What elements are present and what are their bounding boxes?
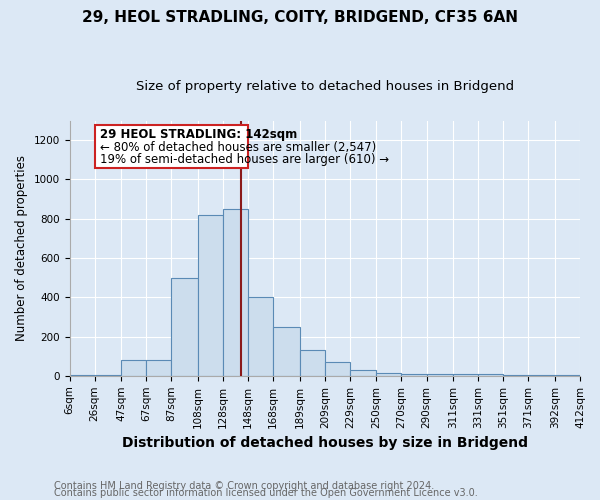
Bar (427, 374, 453, 376)
Bar (453, 374, 478, 376)
Text: Contains HM Land Registry data © Crown copyright and database right 2024.: Contains HM Land Registry data © Crown c… (54, 481, 434, 491)
Bar (299, 350, 325, 376)
Text: 29 HEOL STRADLING: 142sqm: 29 HEOL STRADLING: 142sqm (100, 128, 297, 141)
Bar (198, 215, 223, 376)
Bar (350, 370, 376, 376)
Bar (273, 326, 299, 376)
Bar (555, 375, 580, 376)
Text: Contains public sector information licensed under the Open Government Licence v3: Contains public sector information licen… (54, 488, 478, 498)
Title: Size of property relative to detached houses in Bridgend: Size of property relative to detached ho… (136, 80, 514, 93)
Bar (248, 298, 273, 376)
Bar (121, 360, 146, 376)
Bar (172, 278, 198, 376)
Bar (401, 374, 427, 376)
Bar (529, 375, 555, 376)
Text: 19% of semi-detached houses are larger (610) →: 19% of semi-detached houses are larger (… (100, 154, 389, 166)
Y-axis label: Number of detached properties: Number of detached properties (15, 155, 28, 341)
Bar (95, 375, 121, 376)
Text: 29, HEOL STRADLING, COITY, BRIDGEND, CF35 6AN: 29, HEOL STRADLING, COITY, BRIDGEND, CF3… (82, 10, 518, 25)
Bar (478, 374, 503, 376)
Bar (146, 360, 172, 376)
Text: ← 80% of detached houses are smaller (2,547): ← 80% of detached houses are smaller (2,… (100, 140, 376, 153)
Bar (70, 375, 95, 376)
Bar (223, 209, 248, 376)
Bar (325, 362, 350, 376)
X-axis label: Distribution of detached houses by size in Bridgend: Distribution of detached houses by size … (122, 436, 528, 450)
FancyBboxPatch shape (95, 125, 248, 168)
Bar (503, 375, 529, 376)
Bar (376, 373, 401, 376)
